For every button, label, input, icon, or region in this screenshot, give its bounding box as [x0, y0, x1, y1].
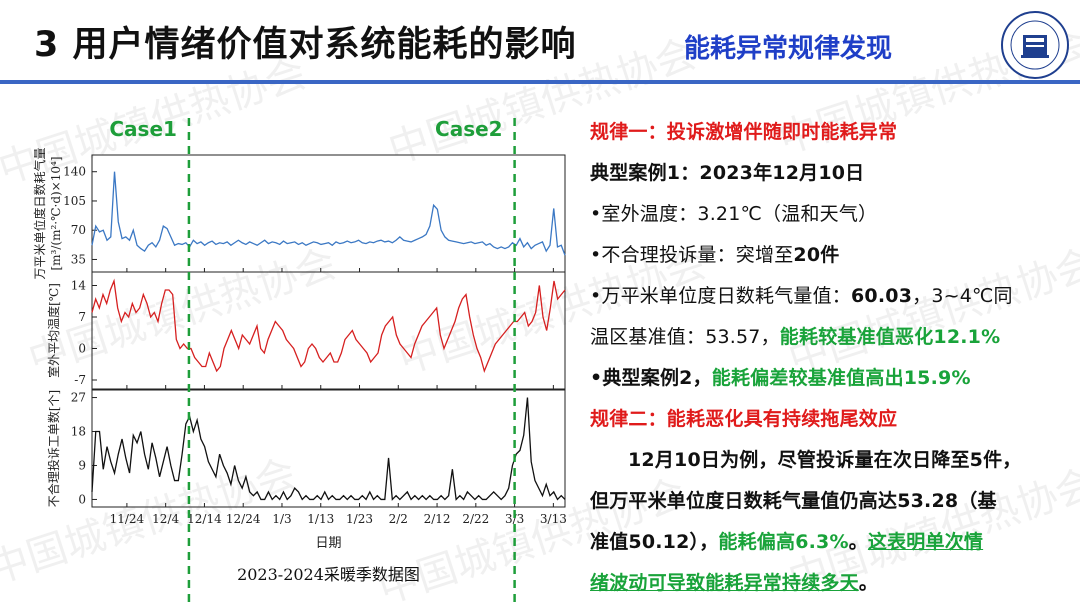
complaints-value: 20件 [793, 244, 840, 266]
series-line-complaints [91, 397, 566, 501]
energy-suffix: ，3~4℃同 [912, 285, 1013, 307]
conclusion-text-cont: 绪波动可导致能耗异常持续多天 [590, 572, 859, 594]
energy-value: 60.03 [851, 285, 913, 307]
complaints-item: •不合理投诉量：突增至20件 [590, 235, 1070, 276]
plot-frame-complaints [91, 389, 566, 508]
y-tick-label: -7 [74, 373, 86, 387]
university-logo [1000, 10, 1070, 80]
y-tick-label: 9 [78, 458, 86, 472]
paragraph-punct: 。 [848, 531, 868, 553]
plot-frame-energy [91, 154, 566, 273]
x-tick-label: 12/4 [152, 512, 179, 526]
paragraph-line-3: 准值50.12），能耗偏高6.3%。这表明单次情 [590, 522, 1070, 563]
page-subtitle: 能耗异常规律发现 [684, 34, 893, 64]
paragraph-line-1: 12月10日为例，尽管投诉量在次日降至5件， [628, 449, 1022, 471]
chart-area: 140 105 70 35 万平米单位度日数耗气量 [m³/(m²·℃·d)×10⁴] 14… [0, 100, 585, 605]
y-tick-label: 14 [71, 279, 87, 293]
conclusion-text: 这表明单次情 [867, 531, 984, 553]
y-axis-label: 万平米单位度日数耗气量 [32, 147, 47, 279]
x-tick-label: 1/3 [272, 512, 291, 526]
rule1-title: 规律一：投诉激增伴随即时能耗异常 [590, 121, 898, 143]
header-divider [0, 80, 1080, 84]
y-axis-unit: [m³/(m²·℃·d)×10⁴] [49, 156, 63, 270]
y-tick-label: 0 [78, 492, 86, 506]
complaints-prefix: •不合理投诉量：突增至 [590, 244, 794, 266]
case1-title: 典型案例1：2023年12月10日 [590, 162, 865, 184]
series-line-energy [91, 171, 566, 256]
case2-item: •典型案例2，能耗偏差较基准值高出15.9% [590, 358, 1070, 399]
case2-deviation: 能耗偏差较基准值高出15.9% [711, 367, 971, 389]
y-axis-label: 室外平均温度[℃] [46, 283, 61, 378]
y-tick-label: 140 [63, 165, 86, 179]
y-tick-label: 35 [71, 252, 86, 266]
x-tick-label: 2/2 [389, 512, 408, 526]
chart-caption: 2023-2024采暖季数据图 [237, 565, 420, 584]
rule2-title: 规律二：能耗恶化具有持续拖尾效应 [590, 408, 898, 430]
paragraph-text: 准值50.12）， [590, 531, 719, 553]
x-tick-label: 11/24 [110, 512, 145, 526]
y-tick-label: 0 [78, 342, 86, 356]
energy-prefix: •万平米单位度日数耗气量值： [590, 285, 852, 307]
outdoor-temp-item: •室外温度：3.21℃（温和天气） [590, 203, 878, 225]
paragraph-line-2: 但万平米单位度日数耗气量值仍高达53.28（基 [590, 490, 997, 512]
page-title: 3 用户情绪价值对系统能耗的影响 [34, 25, 577, 65]
x-tick-label: 1/13 [307, 512, 334, 526]
case-label-case1: Case1 [109, 117, 177, 141]
y-tick-label: 18 [71, 425, 86, 439]
y-tick-label: 105 [63, 194, 86, 208]
case2-prefix: •典型案例2， [590, 367, 712, 389]
y-tick-label: 27 [71, 391, 86, 405]
plot-frame-temperature [91, 271, 566, 390]
x-axis-label: 日期 [315, 536, 341, 551]
baseline-item: 温区基准值：53.57，能耗较基准值恶化12.1% [590, 317, 1070, 358]
x-tick-label: 12/24 [226, 512, 261, 526]
x-tick-label: 2/22 [462, 512, 489, 526]
x-tick-label: 1/23 [346, 512, 373, 526]
energy-high-text: 能耗偏高6.3% [718, 531, 849, 553]
baseline-deterioration: 能耗较基准值恶化12.1% [779, 326, 1001, 348]
x-tick-label: 2/12 [424, 512, 451, 526]
paragraph-punct: 。 [858, 572, 879, 594]
series-line-temperature [91, 278, 566, 374]
x-tick-label: 12/14 [187, 512, 222, 526]
x-tick-label: 3/13 [540, 512, 567, 526]
paragraph-line-4: 绪波动可导致能耗异常持续多天。 [590, 563, 1070, 604]
y-axis-label: 不合理投诉工单数[个] [46, 390, 61, 507]
case-label-case2: Case2 [435, 117, 503, 141]
text-panel: 规律一：投诉激增伴随即时能耗异常 典型案例1：2023年12月10日 •室外温度… [590, 112, 1070, 604]
y-tick-label: 70 [71, 223, 86, 237]
baseline-text: 温区基准值：53.57， [590, 326, 780, 348]
energy-item: •万平米单位度日数耗气量值：60.03，3~4℃同 [590, 276, 1070, 317]
x-tick-label: 3/3 [505, 512, 524, 526]
y-tick-label: 7 [78, 310, 86, 324]
